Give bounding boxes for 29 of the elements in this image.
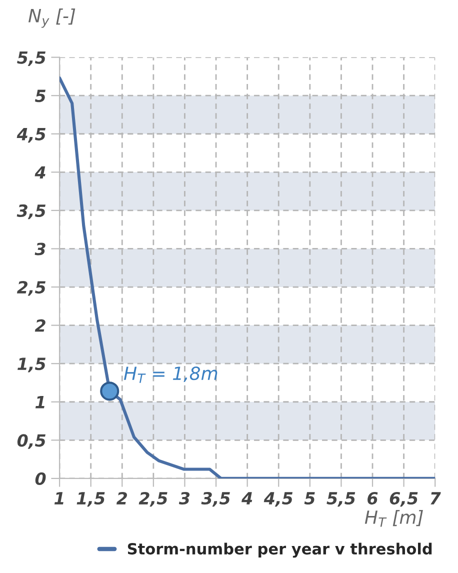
- legend-label: Storm-number per year v threshold: [128, 542, 432, 558]
- x-tick-label: 3: [178, 492, 190, 505]
- x-axis-title: H$_{T}$ [m]: [364, 510, 423, 527]
- x-tick-label: 4,5: [264, 492, 293, 507]
- x-tick-label: 2,5: [138, 492, 168, 507]
- x-tick-label: 2: [116, 492, 128, 504]
- y-tick-label: 1,5: [18, 358, 46, 372]
- x-tick-label: 1: [54, 492, 64, 504]
- y-axis-title: N$_{y}$ [-]: [28, 8, 76, 28]
- annotation: H$_{T}$ = 1,8m: [124, 366, 218, 383]
- y-tick-label: 3: [34, 242, 46, 256]
- y-tick-label: 5: [34, 90, 46, 102]
- y-tick-label: 4,5: [16, 128, 46, 143]
- y-tick-label: 3,5: [16, 204, 46, 220]
- y-tick-label: 4: [34, 166, 46, 178]
- x-tick-label: 4: [242, 492, 252, 504]
- x-tick-label: 6: [368, 492, 378, 505]
- x-tick-label: 3,5: [201, 492, 230, 507]
- y-tick-label: 1: [35, 396, 44, 408]
- x-tick-label: 6,5: [390, 492, 418, 507]
- x-tick-label: 5: [304, 492, 315, 505]
- y-tick-label: 0: [35, 472, 46, 486]
- x-tick-label: 5,5: [326, 492, 356, 507]
- x-tick-label: 7: [430, 492, 441, 504]
- y-tick-label: 2,5: [16, 280, 46, 296]
- y-tick-label: 0,5: [17, 434, 46, 449]
- y-tick-label: 5,5: [17, 51, 46, 66]
- y-tick-label: 2: [34, 319, 46, 332]
- x-tick-label: 1,5: [76, 492, 105, 507]
